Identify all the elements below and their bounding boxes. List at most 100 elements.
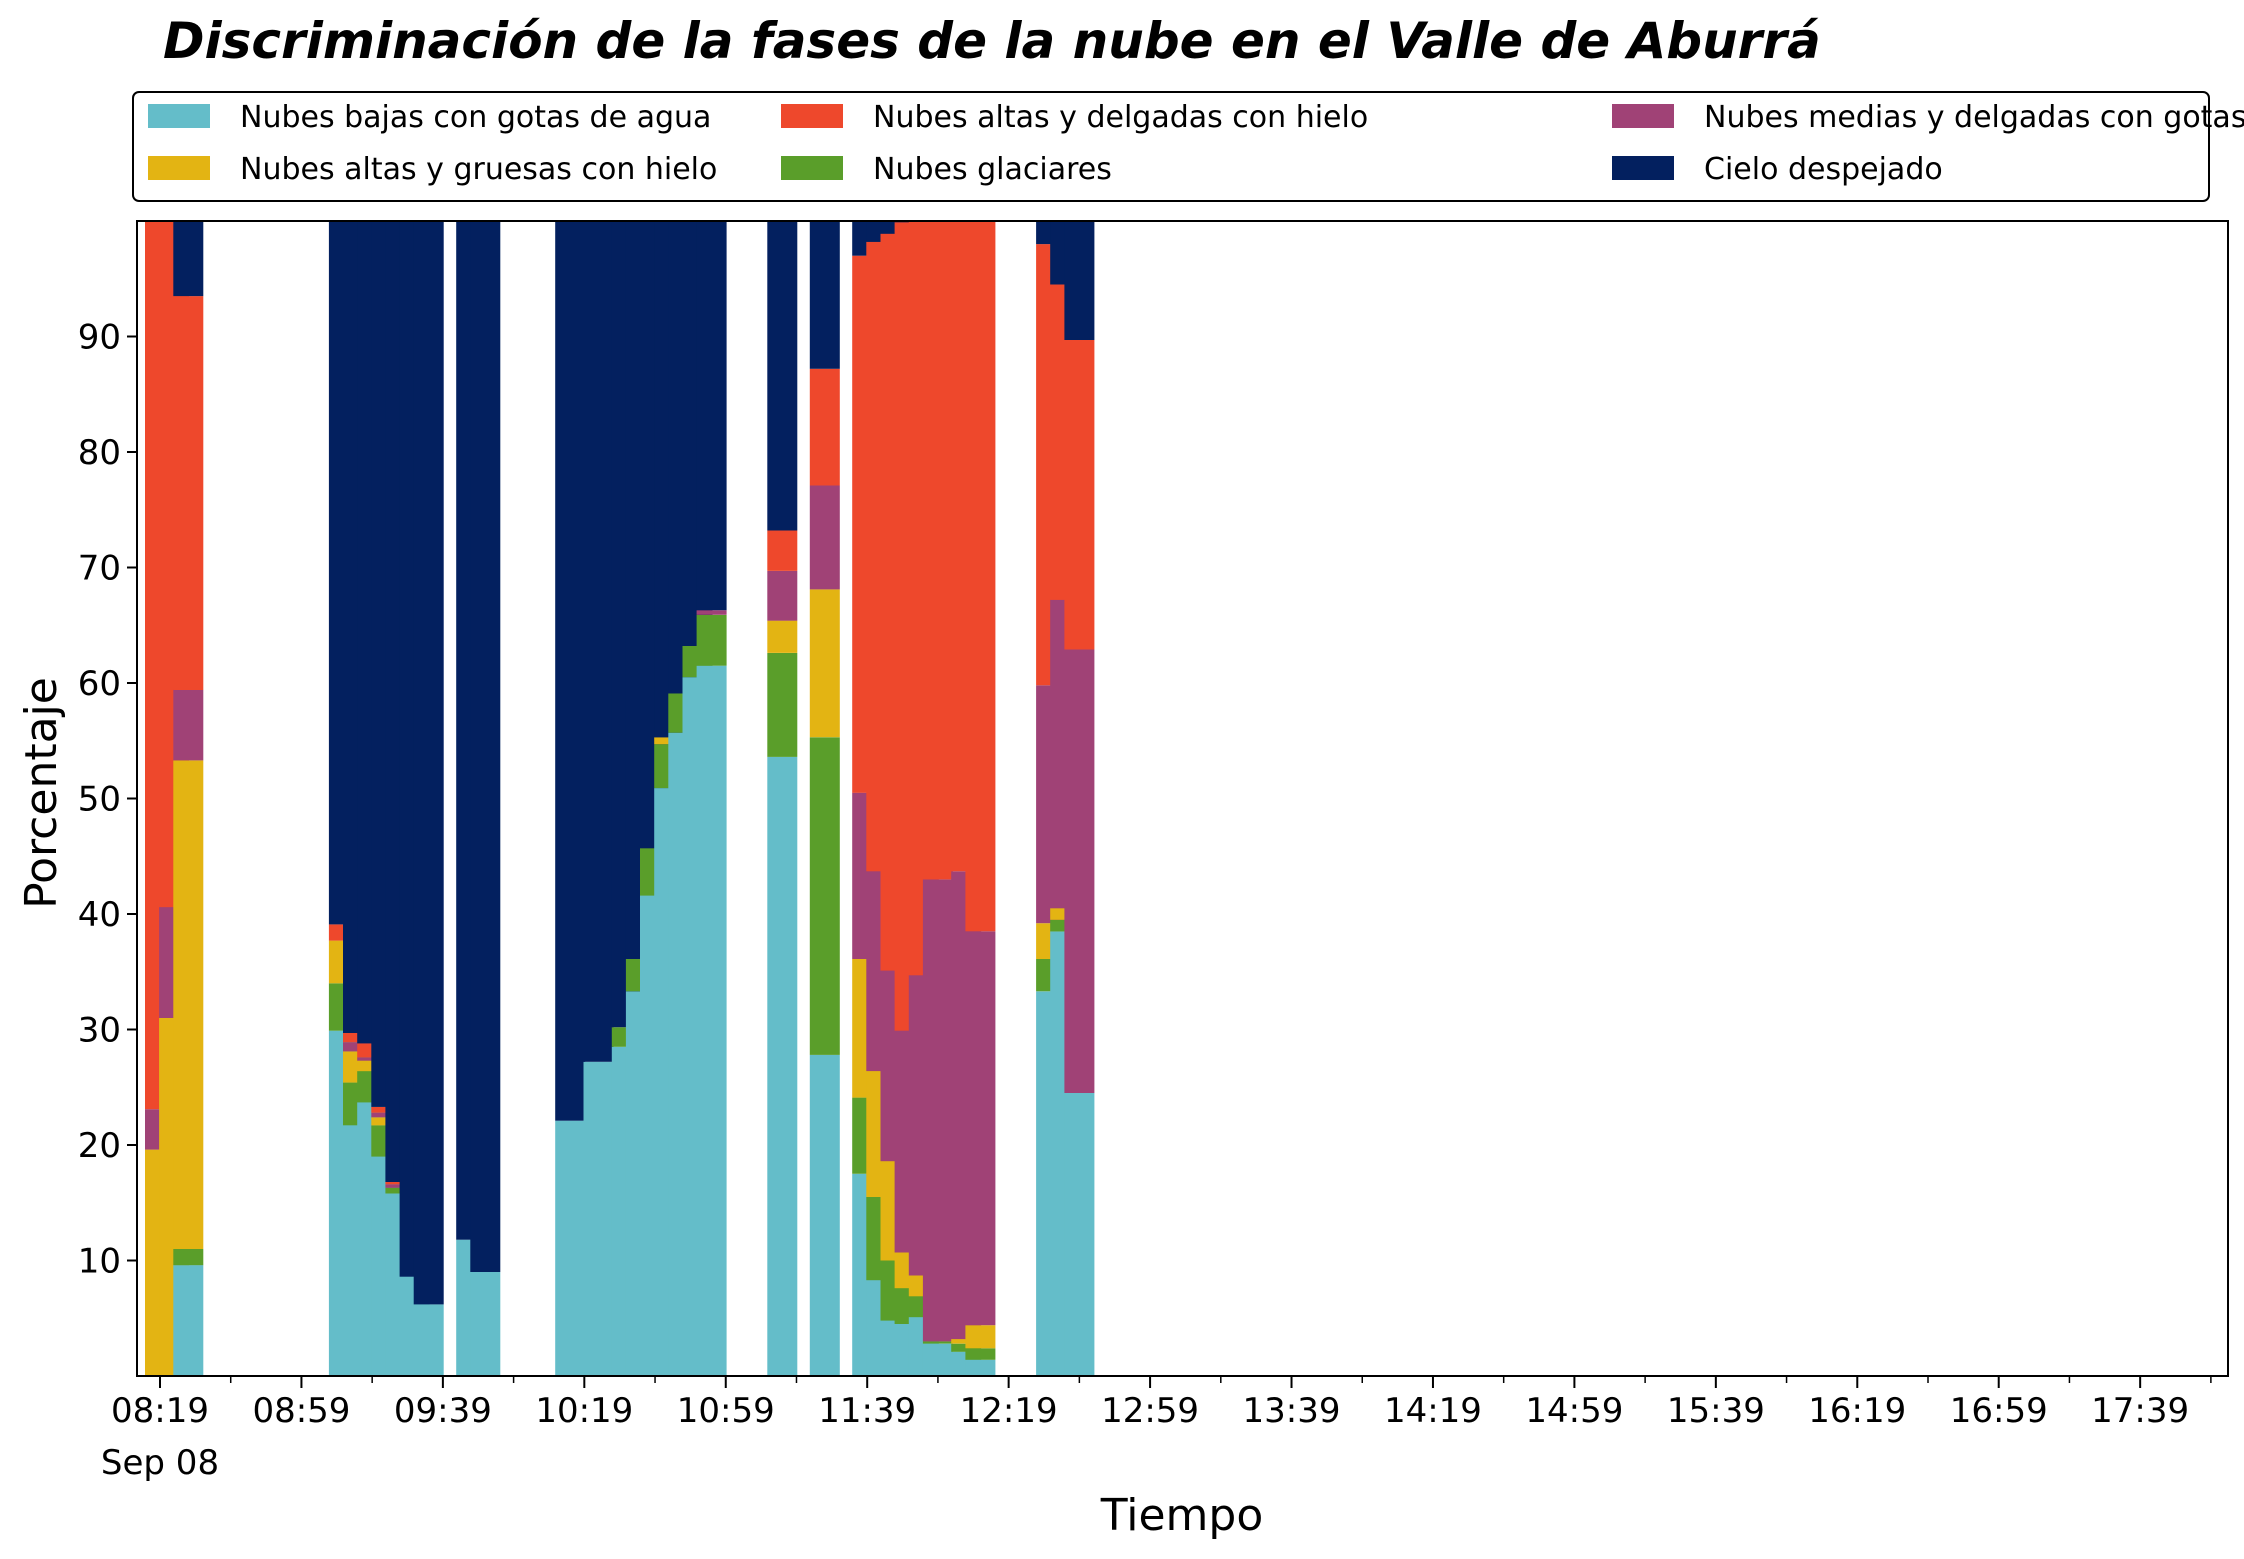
legend-item: Nubes altas y delgadas con hielo <box>781 100 1368 135</box>
legend-label: Nubes bajas con gotas de agua <box>240 100 711 135</box>
x-tick-sublabel: Sep 08 <box>101 1443 219 1483</box>
bar-segment <box>1064 1093 1095 1376</box>
bar-segment <box>767 221 798 531</box>
bar-segment <box>809 589 840 738</box>
legend-swatch <box>1612 156 1674 180</box>
x-tick-label: 16:19 <box>1808 1391 1906 1431</box>
legend-item: Nubes glaciares <box>781 152 1112 187</box>
x-tick-label: 08:59 <box>252 1391 350 1431</box>
y-tick-label: 70 <box>78 549 121 589</box>
plot-area <box>136 220 2229 1377</box>
bar-stack-1127 <box>809 221 840 1376</box>
bar-segment <box>767 756 798 1376</box>
bar-segment <box>767 620 798 653</box>
legend-label: Nubes glaciares <box>873 152 1112 187</box>
bar-stack-0935 <box>413 221 444 1376</box>
bar-segment <box>965 1359 996 1376</box>
x-axis-label: Tiempo <box>1100 1490 1264 1541</box>
bar-stack-1023 <box>583 221 614 1376</box>
y-tick-label: 60 <box>78 664 121 704</box>
x-tick-label: 08:19 <box>111 1391 209 1431</box>
x-tick-label: 12:19 <box>960 1391 1058 1431</box>
bar-segment <box>173 1249 204 1266</box>
x-tick-label: 14:59 <box>1525 1391 1623 1431</box>
y-tick-label: 40 <box>78 895 121 935</box>
bar-segment <box>767 571 798 621</box>
legend-swatch <box>148 104 210 128</box>
bar-segment <box>922 1343 953 1376</box>
bar-segment <box>696 221 727 611</box>
bar-segment <box>965 1348 996 1360</box>
bar-segment <box>809 737 840 1055</box>
bar-segment <box>1064 340 1095 650</box>
plot-frame <box>136 220 2229 1377</box>
bar-segment <box>696 614 727 666</box>
bar-segment <box>965 221 996 932</box>
bar-segment <box>922 879 953 1342</box>
bar-segment <box>555 221 586 1121</box>
legend-item: Nubes medias y delgadas con gotas de agu… <box>1612 100 2244 135</box>
bar-stack-1115 <box>767 221 798 1376</box>
x-tick-label: 14:19 <box>1384 1391 1482 1431</box>
bar-stack-1055 <box>696 221 727 1376</box>
bar-segment <box>470 221 501 1272</box>
legend-frame <box>132 91 2210 202</box>
bar-stack-1159 <box>922 221 953 1376</box>
x-axis: 08:19 Sep 08 08:59 09:39 10:19 10:59 11:39 12:1… <box>101 1376 2212 1483</box>
x-tick-label: 13:39 <box>1243 1391 1341 1431</box>
y-tick-label: 20 <box>78 1126 121 1166</box>
y-tick-label: 90 <box>78 318 121 358</box>
bar-segment <box>809 221 840 369</box>
legend-label: Nubes altas y gruesas con hielo <box>240 152 717 187</box>
legend-item: Cielo despejado <box>1612 152 1943 187</box>
bar-segment <box>767 653 798 757</box>
bar-segment <box>173 1265 204 1376</box>
y-tick-label: 50 <box>78 780 121 820</box>
legend-swatch <box>781 104 843 128</box>
bar-segment <box>696 610 727 615</box>
x-tick-label: 12:59 <box>1101 1391 1199 1431</box>
bar-stack-0951 <box>470 221 501 1376</box>
bar-segment <box>922 1341 953 1344</box>
bar-stack-1239 <box>1064 221 1095 1376</box>
x-tick-label: 10:19 <box>535 1391 633 1431</box>
bar-segment <box>922 221 953 880</box>
legend-label: Nubes altas y delgadas con hielo <box>873 100 1368 135</box>
bar-segment <box>583 221 614 1062</box>
y-tick-label: 10 <box>78 1242 121 1282</box>
x-tick-label: 17:39 <box>2091 1391 2189 1431</box>
bar-segment <box>965 1325 996 1349</box>
x-tick-label: 10:59 <box>677 1391 775 1431</box>
y-tick-label: 80 <box>78 433 121 473</box>
legend-item: Nubes bajas con gotas de agua <box>148 100 711 135</box>
bar-segment <box>173 689 204 761</box>
bar-stack-1015 <box>555 221 586 1376</box>
legend-label: Cielo despejado <box>1704 152 1943 187</box>
bar-stack-0827 <box>173 221 204 1376</box>
legend: Nubes bajas con gotas de agua Nubes altas… <box>132 91 2244 202</box>
chart-title: Discriminación de la fases de la nube en… <box>163 12 1821 70</box>
legend-label: Nubes medias y delgadas con gotas de agu… <box>1704 100 2244 135</box>
bar-segment <box>173 760 204 1249</box>
x-tick-label: 15:39 <box>1667 1391 1765 1431</box>
y-axis-label: Porcentaje <box>16 677 67 909</box>
bar-segment <box>470 1272 501 1376</box>
bar-segment <box>965 931 996 1326</box>
bar-segment <box>1064 649 1095 1093</box>
x-tick-label: 11:39 <box>818 1391 916 1431</box>
legend-swatch <box>1612 104 1674 128</box>
x-tick-label: 16:59 <box>1950 1391 2048 1431</box>
y-axis: 10 20 30 40 50 60 70 80 90 <box>78 318 137 1282</box>
bar-segment <box>173 296 204 690</box>
bar-segment <box>1064 221 1095 340</box>
legend-item: Nubes altas y gruesas con hielo <box>148 152 717 187</box>
bar-segment <box>696 665 727 1376</box>
legend-swatch <box>148 156 210 180</box>
bar-segment <box>413 1304 444 1376</box>
x-tick-label: 09:39 <box>394 1391 492 1431</box>
bar-segment <box>173 221 204 297</box>
bar-segment <box>555 1120 586 1376</box>
bar-segment <box>809 485 840 590</box>
bar-segment <box>767 530 798 571</box>
